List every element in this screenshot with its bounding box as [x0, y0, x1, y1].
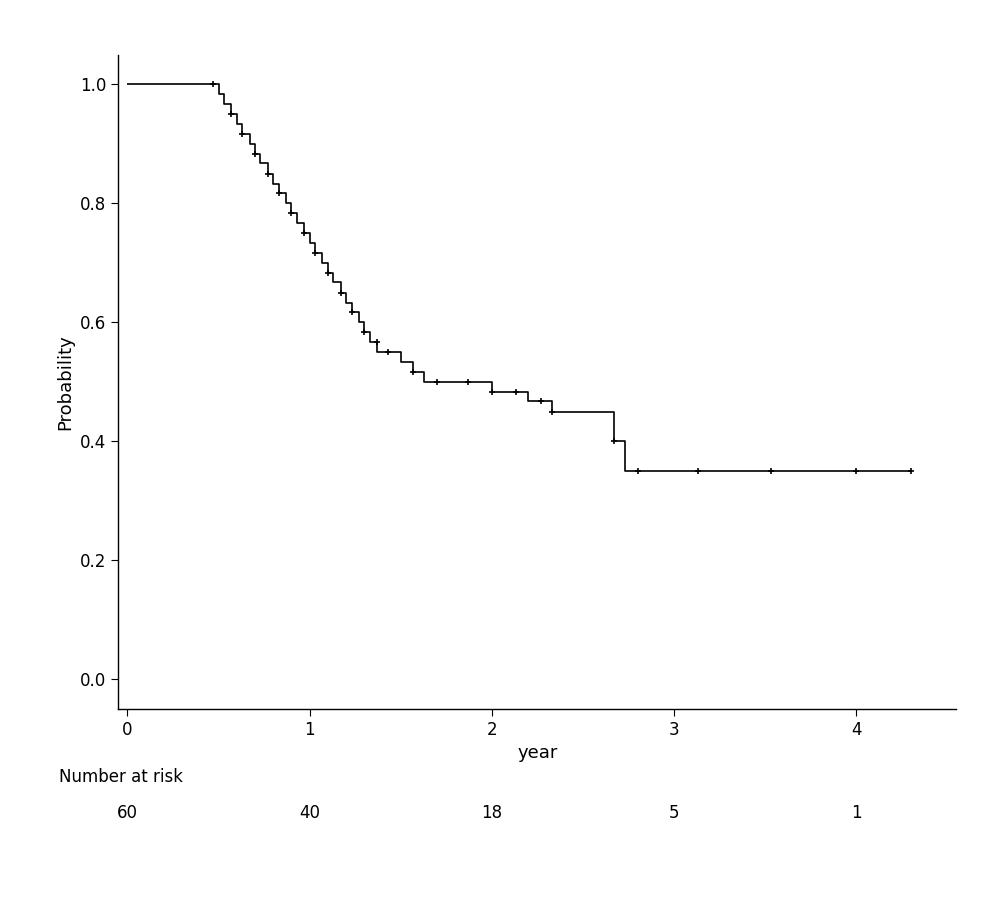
Text: 1: 1 — [851, 804, 862, 823]
Text: 5: 5 — [669, 804, 679, 823]
Text: 18: 18 — [481, 804, 503, 823]
Text: 40: 40 — [299, 804, 320, 823]
Text: 60: 60 — [117, 804, 138, 823]
Y-axis label: Probability: Probability — [56, 334, 75, 430]
Text: Number at risk: Number at risk — [59, 768, 183, 786]
X-axis label: year: year — [518, 744, 557, 763]
